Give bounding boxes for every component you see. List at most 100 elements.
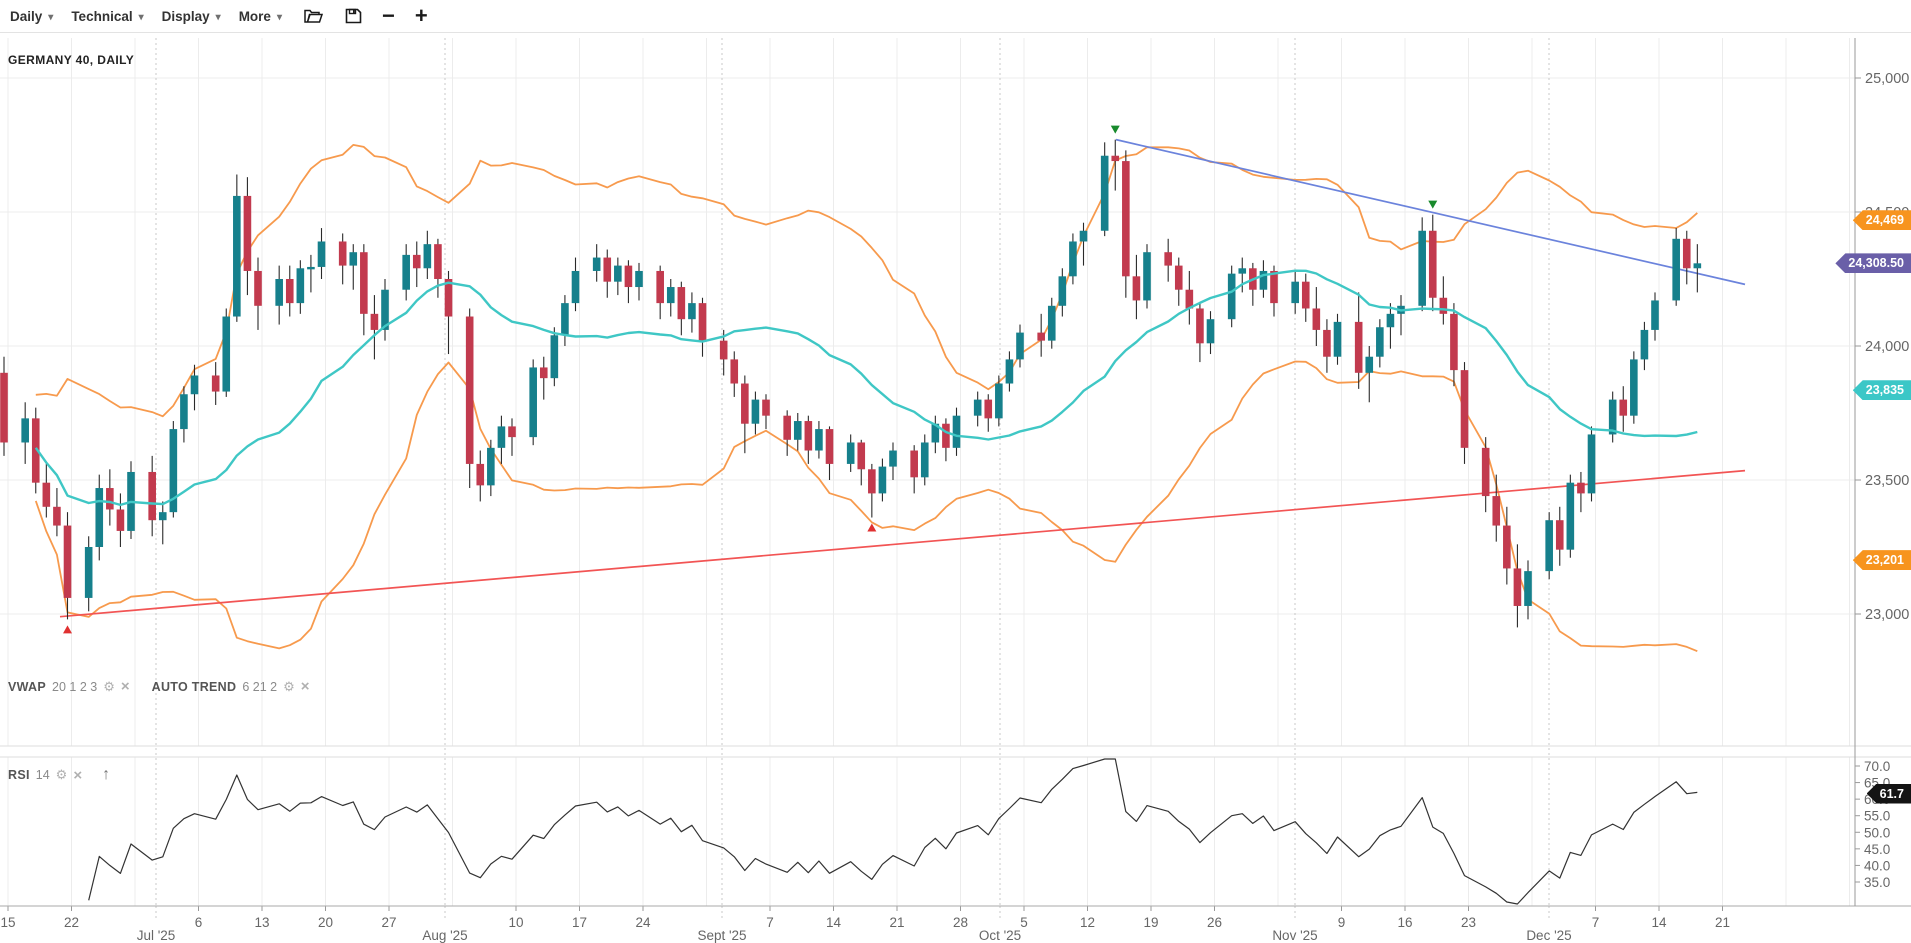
candle-body[interactable] xyxy=(1206,319,1215,344)
candle-body[interactable] xyxy=(1640,329,1649,360)
candle-body[interactable] xyxy=(254,270,262,306)
candle-body[interactable] xyxy=(1481,447,1490,497)
candle-body[interactable] xyxy=(1418,230,1426,306)
candle-body[interactable] xyxy=(317,241,326,267)
candle-body[interactable] xyxy=(190,375,199,395)
menu-display[interactable]: Display ▾ xyxy=(162,9,221,24)
candle-body[interactable] xyxy=(1651,300,1659,330)
candle-body[interactable] xyxy=(656,270,664,304)
candle-body[interactable] xyxy=(423,244,432,269)
candle-body[interactable] xyxy=(465,316,474,464)
vwap-remove-icon[interactable]: × xyxy=(120,678,130,695)
zoom-out-button[interactable]: − xyxy=(381,3,395,28)
candle-body[interactable] xyxy=(624,265,633,288)
candle-body[interactable] xyxy=(1577,482,1585,494)
candle-body[interactable] xyxy=(497,426,506,448)
candle-body[interactable] xyxy=(751,399,760,424)
candle-body[interactable] xyxy=(434,244,442,279)
move-pane-up-icon[interactable]: ↑ xyxy=(102,766,111,783)
candle-body[interactable] xyxy=(412,254,421,269)
candle-body[interactable] xyxy=(1227,273,1236,320)
candle-body[interactable] xyxy=(804,421,813,451)
candle-body[interactable] xyxy=(539,367,548,379)
menu-daily[interactable]: Daily ▾ xyxy=(10,9,53,24)
candle-body[interactable] xyxy=(868,469,876,494)
menu-more[interactable]: More ▾ xyxy=(239,9,282,24)
candle-body[interactable] xyxy=(53,506,61,526)
candle-body[interactable] xyxy=(825,429,834,464)
candle-body[interactable] xyxy=(1312,308,1321,330)
candle-body[interactable] xyxy=(931,423,940,443)
candle-body[interactable] xyxy=(550,335,559,379)
candle-body[interactable] xyxy=(846,442,855,464)
candle-body[interactable] xyxy=(995,383,1003,419)
resistance-trendline[interactable] xyxy=(1115,138,1746,286)
candle-body[interactable] xyxy=(688,303,696,320)
candle-body[interactable] xyxy=(719,340,728,360)
candle-body[interactable] xyxy=(243,195,252,271)
candle-body[interactable] xyxy=(1566,482,1575,550)
support-trendline[interactable] xyxy=(59,469,1746,618)
candle-body[interactable] xyxy=(942,423,950,448)
candle-body[interactable] xyxy=(666,287,675,304)
candle-body[interactable] xyxy=(1619,399,1628,416)
candle-body[interactable] xyxy=(349,252,358,266)
candle-body[interactable] xyxy=(381,289,389,330)
candle-body[interactable] xyxy=(158,512,167,521)
candle-body[interactable] xyxy=(1323,329,1331,357)
candle-body[interactable] xyxy=(571,270,580,304)
candle-body[interactable] xyxy=(1439,297,1448,314)
candle-body[interactable] xyxy=(148,471,156,521)
candle-body[interactable] xyxy=(1143,252,1151,301)
candle-body[interactable] xyxy=(1005,359,1014,384)
open-folder-icon[interactable] xyxy=(304,8,323,24)
candle-body[interactable] xyxy=(614,265,622,282)
candle-body[interactable] xyxy=(1164,252,1172,266)
candle-body[interactable] xyxy=(508,426,516,438)
autotrend-remove-icon[interactable]: × xyxy=(300,678,310,695)
candle-body[interactable] xyxy=(338,241,347,266)
candle-body[interactable] xyxy=(1450,313,1458,371)
autotrend-settings-gear-icon[interactable]: ⚙ xyxy=(283,678,295,694)
candle-body[interactable] xyxy=(603,257,612,282)
candle-body[interactable] xyxy=(1630,359,1638,416)
candle-body[interactable] xyxy=(635,270,643,288)
candle-body[interactable] xyxy=(910,450,918,478)
candle-body[interactable] xyxy=(793,421,802,440)
candle-body[interactable] xyxy=(783,415,791,440)
candle-body[interactable] xyxy=(741,383,749,424)
candle-body[interactable] xyxy=(1333,321,1342,357)
candle-body[interactable] xyxy=(233,195,241,317)
candle-body[interactable] xyxy=(169,429,178,513)
candle-body[interactable] xyxy=(1238,268,1247,274)
candle-body[interactable] xyxy=(889,450,897,467)
candle-body[interactable] xyxy=(1069,241,1077,277)
candle-body[interactable] xyxy=(762,399,770,416)
rsi-remove-icon[interactable]: × xyxy=(73,766,83,784)
candle-body[interactable] xyxy=(1185,289,1194,309)
rsi-settings-gear-icon[interactable]: ⚙ xyxy=(55,767,68,782)
candle-body[interactable] xyxy=(1270,270,1278,304)
candle-body[interactable] xyxy=(592,257,601,271)
candle-body[interactable] xyxy=(1016,332,1024,360)
candle-body[interactable] xyxy=(487,447,495,486)
candle-body[interactable] xyxy=(973,399,982,416)
candle-body[interactable] xyxy=(1079,230,1088,242)
candle-body[interactable] xyxy=(0,372,8,443)
candle-body[interactable] xyxy=(1291,281,1299,304)
candle-body[interactable] xyxy=(1693,263,1702,269)
candle-body[interactable] xyxy=(1354,321,1363,373)
candle-body[interactable] xyxy=(730,359,739,384)
candle-body[interactable] xyxy=(1132,276,1141,301)
candle-body[interactable] xyxy=(370,313,379,330)
candle-body[interactable] xyxy=(815,429,823,451)
candle-body[interactable] xyxy=(1196,308,1204,344)
candle-body[interactable] xyxy=(360,252,368,314)
candle-body[interactable] xyxy=(920,442,929,478)
candle-body[interactable] xyxy=(1513,568,1522,606)
candle-body[interactable] xyxy=(476,463,485,486)
candle-body[interactable] xyxy=(1047,305,1056,341)
candle-body[interactable] xyxy=(21,418,29,443)
candle-body[interactable] xyxy=(1058,276,1067,306)
